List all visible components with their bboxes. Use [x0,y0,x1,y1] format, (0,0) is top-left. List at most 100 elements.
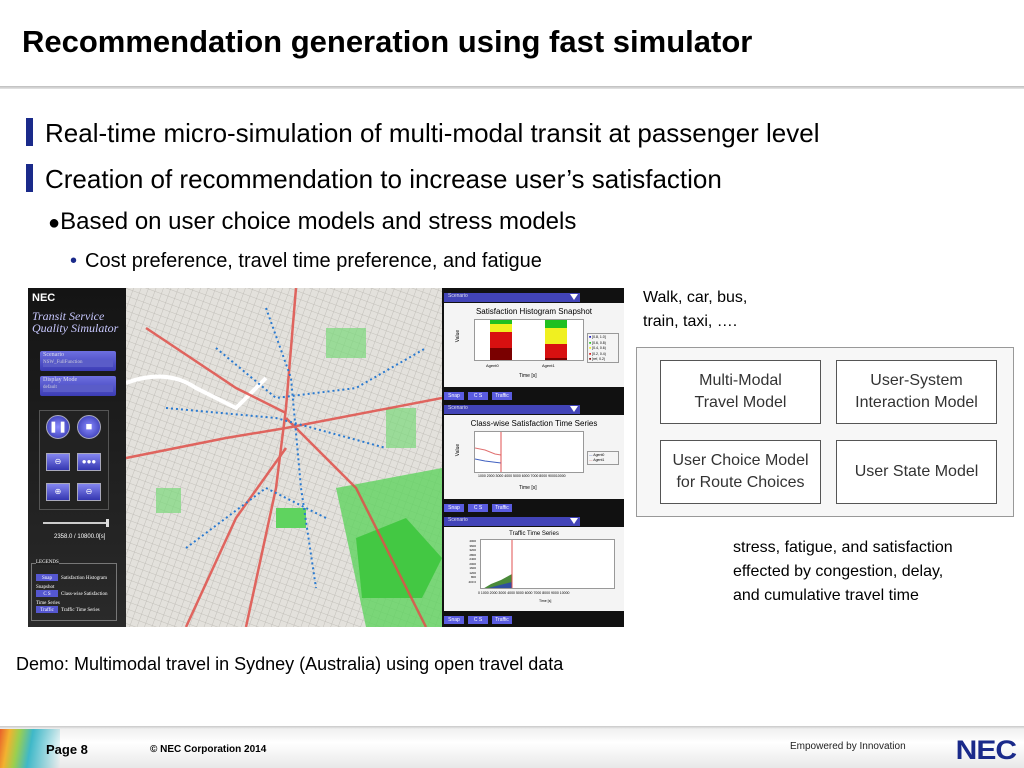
box-line: Travel Model [694,394,787,411]
legend-entry: ■ [0.6, 0.8) [589,340,606,345]
snap-button[interactable]: Snap [444,392,464,400]
bullet-bar-icon [26,164,33,192]
box-line: Multi-Modal [699,372,782,389]
bullet-text: Creation of recommendation to increase u… [45,164,722,194]
legend-item: Snap Satisfaction Histogram Snapshot [36,574,116,590]
scenario-select[interactable]: Scenario NSW_FullFunction [40,351,116,371]
panel2-scenario-select[interactable]: Scenario [444,405,580,414]
legend-entry: ■ [0.2, 0.4) [589,351,606,356]
traffic-button[interactable]: Traffic [492,392,512,400]
bullet-text: Based on user choice models and stress m… [60,208,577,235]
cs-button[interactable]: C S [468,616,488,624]
user-state-model-box: User State Model [836,440,997,504]
stop-icon[interactable]: ■ [77,415,101,439]
user-system-interaction-model-box: User-System Interaction Model [836,360,997,424]
traffic-button[interactable]: Traffic [492,504,512,512]
y-tick-labels: 4000 3600 3200 2800 2400 2000 1600 1200 … [468,539,476,584]
panel3-scenario-select[interactable]: Scenario [444,517,580,526]
app-title: Transit Service Quality Simulator [32,309,119,335]
bullet-3: ●Based on user choice models and stress … [48,208,576,236]
map-graphic [126,288,442,627]
legend-text: [0.8, 1.0] [592,335,606,339]
footer-decoration [0,729,60,768]
cs-button[interactable]: C S [468,504,488,512]
train-icon[interactable]: ●●● [77,453,101,471]
legend-entry: ■ [ref, 0.2) [589,357,606,361]
demo-caption: Demo: Multimodal travel in Sydney (Austr… [16,654,564,674]
legend-entry: — Agent1 [589,458,605,462]
title-divider [0,86,1024,89]
scenario-label: Scenario [448,293,468,299]
category-label: Agent0 [486,363,499,368]
bullet-2: Creation of recommendation to increase u… [26,164,722,195]
slide-title: Recommendation generation using fast sim… [22,24,753,59]
scenario-label: Scenario [448,517,468,523]
legend-text: [0.6, 0.8) [592,340,606,345]
panel1-buttons: Snap C S Traffic [444,392,516,400]
bullet-1: Real-time micro-simulation of multi-moda… [26,118,820,149]
dot-bullet-icon: ● [48,212,61,234]
y-axis-label: Value [455,443,462,457]
note-line: and cumulative travel time [733,587,919,604]
bar-agent0 [490,320,512,360]
panel1-scenario-select[interactable]: Scenario [444,293,580,302]
nec-logo: NEC [32,292,56,304]
panel2-buttons: Snap C S Traffic [444,504,516,512]
user-choice-model-box: User Choice Model for Route Choices [660,440,821,504]
legend-button: C S [36,590,58,597]
legends-box: LEGENDS Snap Satisfaction Histogram Snaps… [31,560,117,621]
bar-agent1 [545,320,567,360]
x-axis-label: Time [s] [519,485,537,491]
snap-button[interactable]: Snap [444,616,464,624]
bullet-bar-icon [26,118,33,146]
legend-entry: ■ [0.4, 0.6) [589,346,606,350]
zoom-in-icon[interactable]: ⊕ [46,483,70,501]
legend-text: [ref, 0.2) [592,357,606,361]
traffic-area [484,540,513,588]
bullet-4: • Cost preference, travel time preference… [70,250,542,273]
slider-handle[interactable] [106,519,109,527]
x-axis-label: Time [s] [539,599,552,603]
timeseries-plot [474,431,584,473]
legend-text: Agent1 [593,458,605,462]
panel-title: Traffic Time Series [509,531,559,537]
zoom-out-icon[interactable]: ⊖ [77,483,101,501]
sydney-map[interactable] [126,288,442,627]
timeseries-legend: — Agent0 — Agent1 [587,451,619,465]
state-note: stress, fatigue, and satisfaction effecte… [733,536,953,608]
legend-label: Satisfaction Histogram Snapshot [36,576,107,590]
cs-button[interactable]: C S [468,392,488,400]
box-line: User-System [870,372,963,389]
stop-sign-icon[interactable]: ⊖ [46,453,70,471]
time-readout: 2358.0 / 10800.0[s] [54,534,106,540]
legend-item: Traffic Traffic Time Series [36,606,100,616]
legend-entry: ■ [0.8, 1.0] [589,335,606,339]
modes-note: Walk, car, bus, train, taxi, …. [643,286,747,334]
chevron-down-icon [570,406,578,412]
display-mode-select[interactable]: Display Mode default [40,376,116,396]
x-axis-label: Time [s] [519,373,537,379]
traffic-time-series-panel: Traffic Time Series 4000 3600 3200 2800 … [444,527,624,611]
bullet-text: Real-time micro-simulation of multi-moda… [45,118,820,148]
panel3-buttons: Snap C S Traffic [444,616,516,624]
traffic-button[interactable]: Traffic [492,616,512,624]
box-line: User State Model [854,463,979,480]
satisfaction-histogram-panel: Satisfaction Histogram Snapshot Value Ag… [444,303,624,387]
snap-button[interactable]: Snap [444,504,464,512]
time-slider[interactable] [43,519,109,527]
pause-icon[interactable]: ❚❚ [46,415,70,439]
nec-logo: NEC [955,735,1017,766]
legend-text: Agent0 [593,453,605,457]
legend-entry: — Agent0 [589,453,605,457]
class-wise-satisfaction-panel: Class-wise Satisfaction Time Series Valu… [444,415,624,499]
bullet-text: Cost preference, travel time preference,… [85,250,542,272]
category-label: Agent1 [542,363,555,368]
legend-text: [0.2, 0.4) [592,351,606,356]
legends-title: LEGENDS [36,560,59,565]
traffic-plot [480,539,615,589]
display-mode-value: default [43,385,113,392]
display-mode-label: Display Mode [43,377,78,383]
scenario-label: Scenario [448,405,468,411]
panel-title: Class-wise Satisfaction Time Series [470,419,598,428]
note-line: stress, fatigue, and satisfaction [733,539,953,556]
